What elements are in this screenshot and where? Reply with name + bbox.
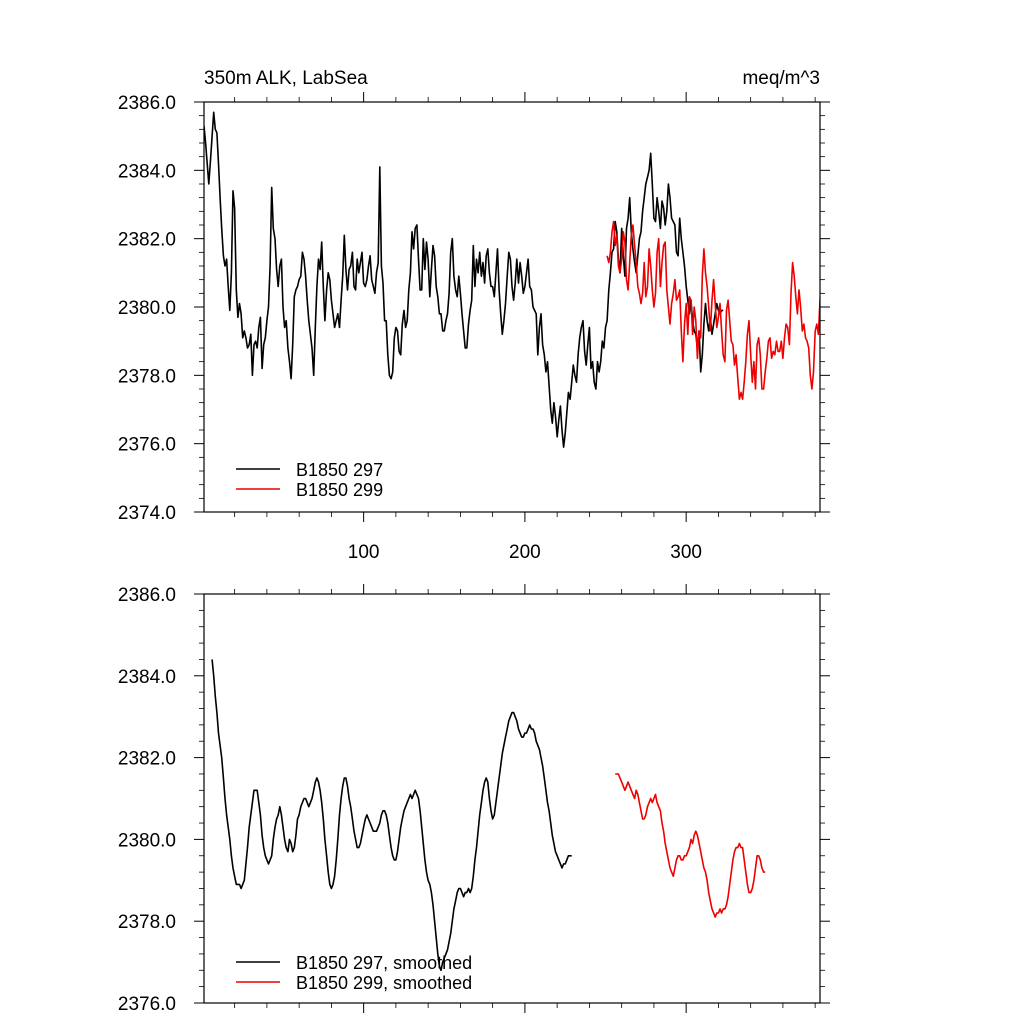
x-tick-label: 200 [509,542,541,563]
plot-frame [203,593,821,1004]
y-tick-label: 2380.0 [118,830,176,851]
y-tick-label: 2382.0 [118,230,176,251]
y-tick-label: 2384.0 [118,667,176,688]
y-tick-label: 2380.0 [118,298,176,319]
y-tick-label: 2382.0 [118,749,176,770]
title-left: 350m ALK, LabSea [204,68,368,89]
y-tick-label: 2386.0 [118,93,176,114]
series-line-1 [211,659,572,972]
x-tick-label: 100 [348,542,380,563]
y-tick-label: 2374.0 [118,503,176,524]
legend-label-1: B1850 297, smoothed [296,953,472,973]
y-tick-label: 2376.0 [118,994,176,1015]
series-line-2 [615,773,766,918]
legend-label-2: B1850 299, smoothed [296,973,472,993]
bottom-panel: 2376.0 2378.0 2380.0 2382.0 2384.0 2386.0 B185… [118,584,830,1015]
top-panel: 2374.0 2376.0 2378.0 2380.0 2382.0 2384.0 2386… [118,92,830,563]
x-tick-label: 300 [670,542,702,563]
y-tick-label: 2386.0 [118,585,176,606]
y-tick-label: 2378.0 [118,912,176,933]
y-tick-label: 2384.0 [118,161,176,182]
y-tick-label: 2378.0 [118,366,176,387]
title-right: meq/m^3 [742,68,820,89]
series-lines [204,111,820,448]
legend-label-2: B1850 299 [296,480,383,500]
y-tick-label: 2376.0 [118,435,176,456]
series-line-2 [606,220,820,401]
series-lines [211,659,766,972]
legend-label-1: B1850 297 [296,460,383,480]
